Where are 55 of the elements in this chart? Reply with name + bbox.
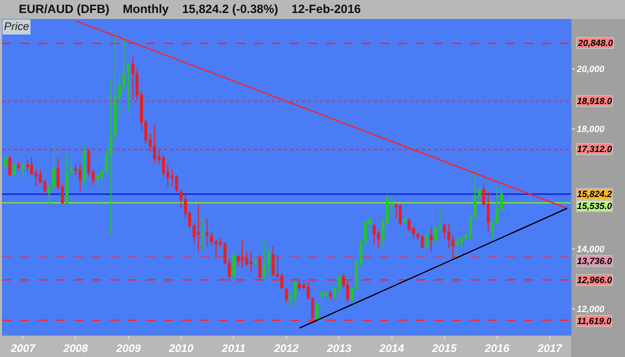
candlestick [22,162,25,179]
candlestick [398,204,402,226]
x-tick-label: 2015 [431,343,458,356]
ref-line-label: 12,966.0 [577,275,612,285]
candlestick [372,223,376,245]
chart-title: EUR/AUD (DFB) Monthly 15,824.2 (-0.38%) 12-Feb-2016 [18,2,362,16]
candlestick [420,234,424,249]
candlestick [82,146,86,186]
candlestick [17,161,20,170]
candlestick [456,236,459,259]
ref-line-label: 17,312.0 [577,144,612,154]
candlestick [65,153,68,205]
candlestick [294,280,296,307]
candlestick [284,287,288,303]
candlestick [196,204,200,252]
y-tick-label: 20,000 [576,64,604,74]
candlestick [126,63,130,111]
candlestick [258,254,262,280]
x-tick-label: 2010 [168,343,194,356]
ref-line-label: 15,535.0 [577,201,612,211]
x-tick-label: 2008 [62,343,89,356]
candlestick [254,254,257,266]
ref-line-label: 13,736.0 [577,256,612,266]
ref-line-label: 15,824.2 [577,189,612,199]
candlestick [201,216,204,252]
x-tick-label: 2014 [378,343,404,356]
x-tick-label: 2007 [10,343,36,356]
x-tick-label: 2009 [115,343,142,356]
candlestick [240,238,244,268]
candlestick [8,154,12,176]
candlestick [316,302,319,321]
x-tick-label: 2016 [484,343,510,356]
y-tick-label: 12,000 [576,304,604,314]
ref-line-label: 11,619.0 [577,316,612,326]
candlestick [232,251,236,282]
x-tick-label: 2013 [326,343,352,356]
annotation: Price [4,21,30,33]
candlestick [12,161,16,177]
y-tick-label: 14,000 [576,244,604,254]
y-tick-label: 18,000 [576,124,604,134]
candlestick [131,56,134,100]
candlestick [425,233,428,249]
candlestick [26,160,30,172]
x-tick-label: 2011 [220,343,246,356]
ref-line-label: 20,848.0 [577,38,614,48]
candlestick [4,156,7,172]
candlestick [328,290,332,300]
candlestick [96,172,100,188]
candlestick [272,246,275,277]
candlestick [430,226,433,252]
x-tick-label: 2012 [273,343,299,356]
candlestick [206,218,209,248]
x-tick-label: 2017 [536,343,563,356]
candlestick [320,291,324,310]
ref-line-label: 18,918.0 [577,96,612,106]
